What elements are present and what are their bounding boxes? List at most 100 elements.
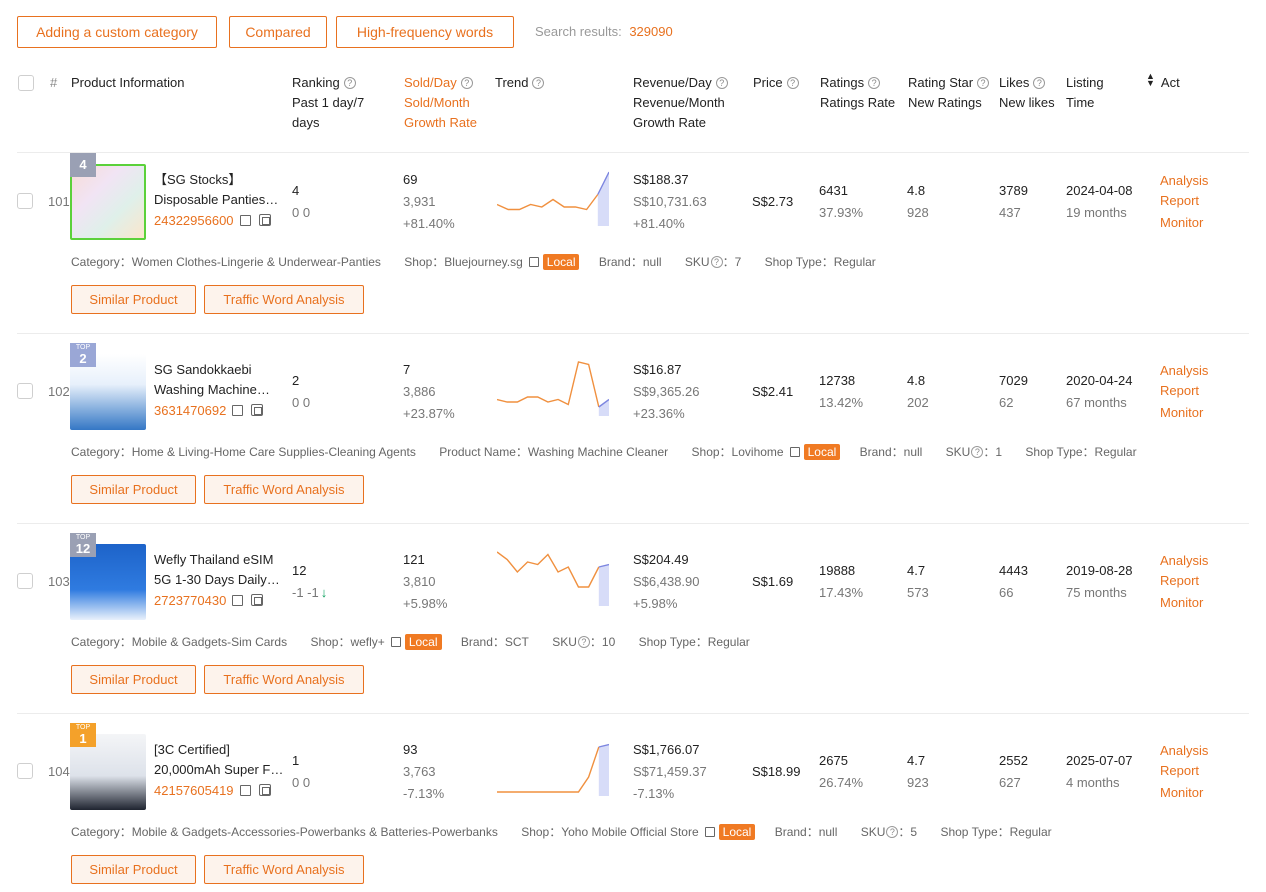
external-link-icon[interactable] <box>390 637 401 647</box>
add-custom-category-button[interactable]: Adding a custom category <box>17 16 217 48</box>
product-id-link[interactable]: 3631470692 <box>154 403 227 418</box>
listing-date: 2025-07-07 <box>1066 753 1133 768</box>
monitor-link[interactable]: Monitor <box>1160 405 1204 420</box>
monitor-link[interactable]: Monitor <box>1160 215 1204 230</box>
ratings: 6431 <box>819 183 848 198</box>
external-link-icon[interactable] <box>789 447 800 457</box>
report-link[interactable]: Report <box>1160 573 1200 588</box>
external-link-icon[interactable] <box>239 785 251 796</box>
row-checkbox[interactable] <box>17 763 33 779</box>
header-revenue-growth: Growth Rate <box>633 115 706 130</box>
row-checkbox[interactable] <box>17 383 33 399</box>
header-ranking[interactable]: Ranking? Past 1 day/7 days <box>292 73 364 133</box>
header-ratings[interactable]: Ratings? Ratings Rate <box>820 73 895 113</box>
meta-shop-type: Shop Type：Regular <box>638 635 750 649</box>
similar-product-button[interactable]: Similar Product <box>71 475 196 504</box>
row-checkbox[interactable] <box>17 573 33 589</box>
external-link-icon[interactable] <box>232 595 244 606</box>
analysis-link[interactable]: Analysis <box>1160 363 1209 378</box>
row-checkbox[interactable] <box>17 193 33 209</box>
meta-shop[interactable]: Shop：wefly+ <box>310 635 385 649</box>
product-name[interactable]: 【SG Stocks】Disposable Panties Ladies Dis… <box>154 170 288 232</box>
external-link-icon[interactable] <box>232 405 244 416</box>
help-icon[interactable]: ? <box>786 77 799 89</box>
product-id-link[interactable]: 24322956600 <box>154 213 234 228</box>
help-icon[interactable]: ? <box>971 446 984 458</box>
header-act[interactable]: ▲ ▼ Act <box>1146 71 1180 93</box>
product-title[interactable]: 【SG Stocks】Disposable Panties Ladies Dis… <box>154 172 266 207</box>
product-title[interactable]: [3C Certified] 20,000mAh Super Fast Char… <box>154 742 288 777</box>
header-revenue[interactable]: Revenue/Day? Revenue/Month Growth Rate <box>633 73 728 133</box>
sold-day: 69 <box>403 172 418 187</box>
copy-icon[interactable] <box>258 784 271 796</box>
traffic-word-analysis-button[interactable]: Traffic Word Analysis <box>204 285 364 314</box>
copy-icon[interactable] <box>251 594 264 606</box>
help-icon[interactable]: ? <box>343 77 356 89</box>
product-id-link[interactable]: 42157605419 <box>154 783 234 798</box>
compared-button[interactable]: Compared <box>229 16 327 48</box>
product-name[interactable]: [3C Certified] 20,000mAh Super Fast Char… <box>154 740 288 802</box>
sort-icon[interactable]: ▲ ▼ <box>1146 71 1155 88</box>
ranking-change: 0 0 <box>292 392 310 414</box>
copy-icon[interactable] <box>251 404 264 416</box>
product-meta: Category：Mobile & Gadgets-Accessories-Po… <box>71 823 1052 841</box>
traffic-word-analysis-button[interactable]: Traffic Word Analysis <box>204 475 364 504</box>
header-sold-day: Sold/Day <box>404 75 457 90</box>
similar-product-button[interactable]: Similar Product <box>71 285 196 314</box>
product-title[interactable]: Wefly Thailand eSIM 5G 1-30 Days Daily U… <box>154 552 274 587</box>
header-revenue-day: Revenue/Day <box>633 75 712 90</box>
analysis-link[interactable]: Analysis <box>1160 173 1209 188</box>
trend-sparkline[interactable] <box>497 738 609 796</box>
select-all-checkbox[interactable] <box>18 75 34 91</box>
report-link[interactable]: Report <box>1160 193 1200 208</box>
copy-icon[interactable] <box>258 214 271 226</box>
similar-product-button[interactable]: Similar Product <box>71 855 196 884</box>
meta-shop[interactable]: Shop：Bluejourney.sg <box>404 255 523 269</box>
revenue-month: S$9,365.26 <box>633 384 700 399</box>
meta-shop[interactable]: Shop：Yoho Mobile Official Store <box>521 825 699 839</box>
traffic-word-analysis-button[interactable]: Traffic Word Analysis <box>204 855 364 884</box>
external-link-icon[interactable] <box>528 257 539 267</box>
help-icon[interactable]: ? <box>1033 77 1046 89</box>
header-new-likes: New likes <box>999 95 1055 110</box>
help-icon[interactable]: ? <box>715 77 728 89</box>
row-index: 104 <box>48 764 70 779</box>
product-name[interactable]: Wefly Thailand eSIM 5G 1-30 Days Daily U… <box>154 550 288 612</box>
report-link[interactable]: Report <box>1160 763 1200 778</box>
external-link-icon[interactable] <box>704 827 715 837</box>
header-likes[interactable]: Likes? New likes <box>999 73 1055 113</box>
meta-shop[interactable]: Shop：Lovihome <box>691 445 784 459</box>
product-id-link[interactable]: 2723770430 <box>154 593 227 608</box>
analysis-link[interactable]: Analysis <box>1160 553 1209 568</box>
trend-sparkline[interactable] <box>497 548 609 606</box>
header-rating-star[interactable]: Rating Star? New Ratings <box>908 73 990 113</box>
help-icon[interactable]: ? <box>868 77 881 89</box>
help-icon[interactable]: ? <box>710 256 723 268</box>
product-name[interactable]: SG Sandokkaebi Washing Machine Cleaner P… <box>154 360 288 422</box>
meta-sku-label: SKU <box>684 255 710 269</box>
header-listing-time[interactable]: Listing Time <box>1066 73 1104 113</box>
header-sold[interactable]: Sold/Day? Sold/Month Growth Rate <box>404 73 477 133</box>
help-icon[interactable]: ? <box>460 77 473 89</box>
similar-product-button[interactable]: Similar Product <box>71 665 196 694</box>
trend-sparkline[interactable] <box>497 358 609 416</box>
external-link-icon[interactable] <box>239 215 251 226</box>
high-frequency-words-button[interactable]: High-frequency words <box>336 16 514 48</box>
trend-line-latest <box>597 171 609 195</box>
header-trend[interactable]: Trend? <box>495 73 545 93</box>
header-ranking-sub: Past 1 day/7 <box>292 95 365 110</box>
product-id-line: 42157605419 <box>154 780 288 802</box>
revenue-day: S$188.37 <box>633 172 689 187</box>
analysis-link[interactable]: Analysis <box>1160 743 1209 758</box>
trend-sparkline[interactable] <box>497 168 609 226</box>
header-price[interactable]: Price? <box>753 73 799 93</box>
help-icon[interactable]: ? <box>577 636 590 648</box>
help-icon[interactable]: ? <box>532 77 545 89</box>
report-link[interactable]: Report <box>1160 383 1200 398</box>
monitor-link[interactable]: Monitor <box>1160 785 1204 800</box>
traffic-word-analysis-button[interactable]: Traffic Word Analysis <box>204 665 364 694</box>
monitor-link[interactable]: Monitor <box>1160 595 1204 610</box>
product-title[interactable]: SG Sandokkaebi Washing Machine Cleaner P… <box>154 362 257 397</box>
help-icon[interactable]: ? <box>886 826 899 838</box>
help-icon[interactable]: ? <box>977 77 990 89</box>
